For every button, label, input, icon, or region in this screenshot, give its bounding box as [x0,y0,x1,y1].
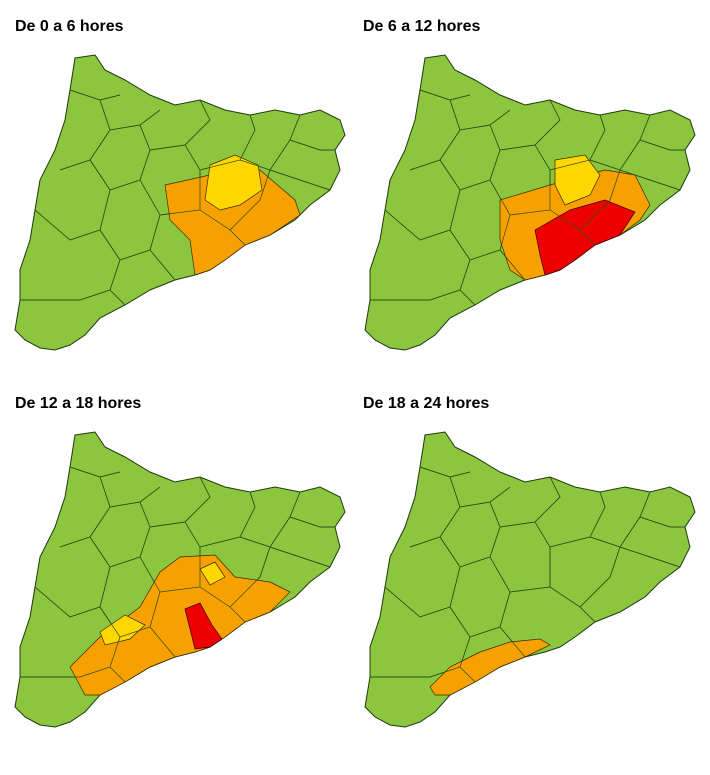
warning-area [199,561,226,586]
warning-area [99,614,146,646]
panel-title: De 6 a 12 hores [363,18,481,35]
warning-area [69,554,291,696]
warning-area [204,154,263,211]
warning-area [429,638,551,696]
panel-title: De 0 a 6 hores [15,18,124,35]
warning-area [184,602,223,650]
panel-3: De 12 a 18 hores [15,395,345,727]
panel-title: De 18 a 24 hores [363,395,489,412]
panel-1: De 0 a 6 hores [15,18,345,350]
panel-4: De 18 a 24 hores [363,395,695,727]
panel-title: De 12 a 18 hores [15,395,141,412]
panel-2: De 6 a 12 hores [363,18,695,350]
warning-area [554,154,601,206]
